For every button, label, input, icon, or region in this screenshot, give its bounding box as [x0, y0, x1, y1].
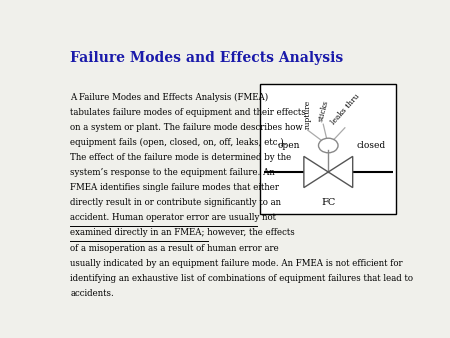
Text: FMEA identifies single failure modes that either: FMEA identifies single failure modes tha… — [70, 183, 279, 192]
Text: accidents.: accidents. — [70, 289, 114, 298]
Bar — [260, 83, 396, 214]
Text: Failure Modes and Effects Analysis: Failure Modes and Effects Analysis — [70, 51, 343, 65]
Text: sticks: sticks — [316, 100, 330, 123]
Text: of a misoperation as a result of human error are: of a misoperation as a result of human e… — [70, 244, 279, 252]
Text: accident. Human operator error are usually not: accident. Human operator error are usual… — [70, 213, 276, 222]
Text: leaks thru: leaks thru — [329, 93, 361, 126]
Text: tabulates failure modes of equipment and their effects: tabulates failure modes of equipment and… — [70, 108, 306, 117]
Text: closed: closed — [356, 141, 385, 150]
Text: open: open — [278, 141, 301, 150]
Text: FC: FC — [321, 198, 335, 207]
Text: system’s response to the equipment failure. An: system’s response to the equipment failu… — [70, 168, 275, 177]
Text: identifying an exhaustive list of combinations of equipment failures that lead t: identifying an exhaustive list of combin… — [70, 274, 413, 283]
Text: usually indicated by an equipment failure mode. An FMEA is not efficient for: usually indicated by an equipment failur… — [70, 259, 403, 268]
Text: A Failure Modes and Effects Analysis (FMEA): A Failure Modes and Effects Analysis (FM… — [70, 93, 269, 102]
Text: equipment fails (open, closed, on, off, leaks, etc.).: equipment fails (open, closed, on, off, … — [70, 138, 287, 147]
Text: The effect of the failure mode is determined by the: The effect of the failure mode is determ… — [70, 153, 292, 162]
Text: directly result in or contribute significantly to an: directly result in or contribute signifi… — [70, 198, 281, 207]
Text: rupture: rupture — [304, 100, 311, 129]
Text: examined directly in an FMEA; however, the effects: examined directly in an FMEA; however, t… — [70, 228, 295, 238]
Text: on a system or plant. The failure mode describes how: on a system or plant. The failure mode d… — [70, 123, 303, 132]
